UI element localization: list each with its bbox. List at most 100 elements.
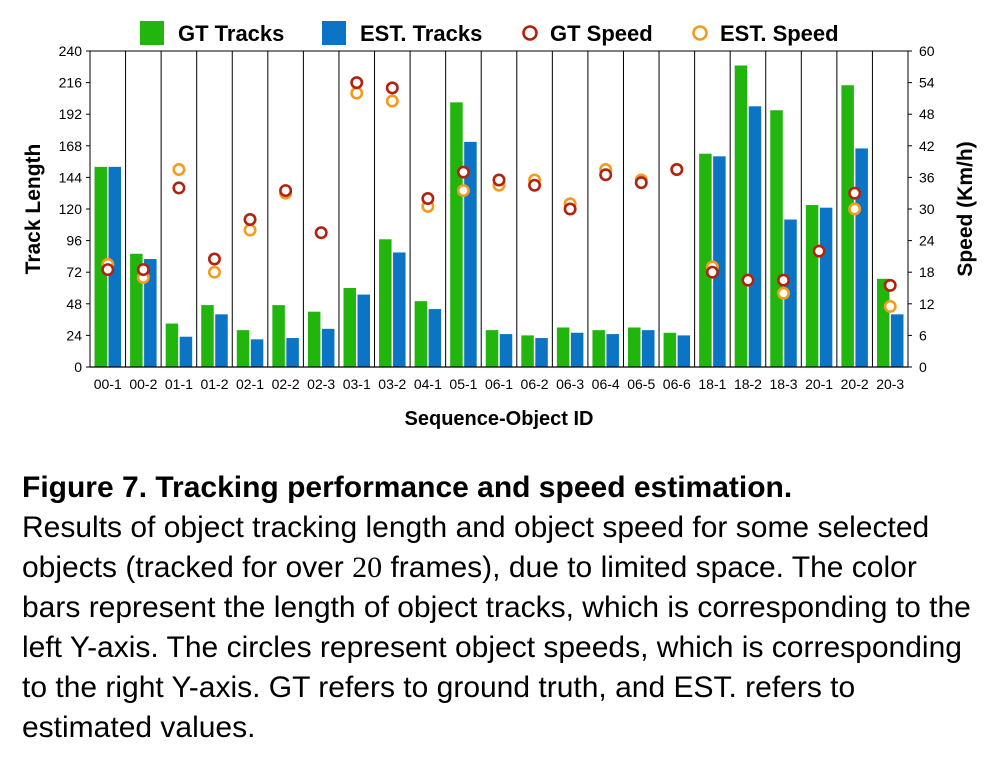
y-tick-label: 240 (59, 43, 83, 59)
speed-marker (456, 184, 470, 198)
bar (499, 334, 513, 367)
x-tick-label: 18-1 (698, 376, 726, 392)
speed-marker (670, 163, 684, 177)
bar (414, 301, 428, 367)
legend-marker (692, 25, 708, 41)
speed-marker (385, 94, 399, 108)
x-tick-label: 04-1 (414, 376, 442, 392)
bar (677, 335, 691, 367)
bar (286, 338, 299, 367)
speed-marker (243, 223, 257, 237)
bar (307, 311, 321, 367)
legend-label: EST. Tracks (360, 21, 482, 46)
x-tick-label: 03-1 (343, 376, 371, 392)
x-tick-label: 06-5 (627, 376, 655, 392)
bar (485, 330, 499, 367)
y2-tick-label: 36 (919, 169, 935, 185)
bar (876, 278, 890, 367)
caption-body: Results of object tracking length and ob… (22, 508, 982, 748)
legend: GT Tracks EST. Tracks GT Speed EST. Speed (140, 21, 839, 46)
x-tick-label: 06-4 (592, 376, 620, 392)
bar (393, 252, 406, 367)
x-tick-label: 01-1 (165, 376, 193, 392)
bar (770, 110, 783, 367)
y-tick-label: 168 (59, 138, 83, 154)
y2-tick-label: 0 (919, 359, 927, 375)
x-tick-label: 18-3 (770, 376, 798, 392)
bar (819, 207, 833, 367)
x-tick-label: 20-3 (876, 376, 904, 392)
x-tick-label: 06-2 (521, 376, 549, 392)
legend-label: GT Tracks (178, 21, 284, 46)
y2-tick-label: 24 (919, 233, 935, 249)
bar (464, 141, 477, 367)
x-tick-label: 06-3 (556, 376, 584, 392)
y-tick-label: 192 (59, 106, 83, 122)
x-tick-label: 18-2 (734, 376, 762, 392)
figure-caption: Figure 7. Tracking performance and speed… (22, 468, 982, 748)
bar-layer (94, 65, 904, 368)
speed-marker (207, 265, 221, 279)
bar (201, 305, 214, 367)
y-axis-title: Track Length (22, 144, 45, 275)
speed-marker (492, 173, 506, 187)
speed-marker (883, 299, 897, 313)
bar (642, 330, 655, 367)
speed-marker (350, 86, 364, 100)
caption-frame-count: 20 (352, 551, 383, 584)
bar (855, 148, 868, 367)
legend-swatch (140, 21, 164, 45)
y-tick-label: 0 (74, 359, 82, 375)
x-tick-label: 01-2 (200, 376, 228, 392)
speed-marker (741, 273, 755, 287)
speed-marker (136, 263, 150, 277)
y2-tick-label: 18 (919, 264, 935, 280)
x-tick-label: 20-2 (841, 376, 869, 392)
bar (606, 334, 619, 367)
bar (570, 332, 584, 367)
bar (784, 219, 797, 367)
legend-marker (522, 25, 538, 41)
bar (734, 65, 748, 367)
speed-marker (243, 213, 257, 227)
speed-marker (385, 81, 399, 95)
bar (450, 102, 463, 367)
y-tick-label: 24 (66, 327, 82, 343)
speed-marker (350, 76, 364, 90)
y2-tick-label: 54 (919, 75, 935, 91)
bar (699, 153, 712, 367)
circle-layer (101, 76, 897, 313)
y2-tick-label: 48 (919, 106, 935, 122)
speed-marker (883, 278, 897, 292)
bar (379, 239, 392, 367)
bar (165, 323, 179, 367)
speed-marker (421, 191, 435, 205)
caption-title: Figure 7. Tracking performance and speed… (22, 471, 793, 504)
bar (805, 205, 819, 367)
bar (663, 332, 677, 367)
x-tick-label: 02-3 (307, 376, 335, 392)
y2-tick-label: 12 (919, 296, 935, 312)
y2-axis-title: Speed (Km/h) (954, 141, 977, 276)
bar (236, 330, 250, 367)
speed-marker (848, 186, 862, 200)
x-tick-label: 06-6 (663, 376, 691, 392)
caption-body-start: Results of object tracking length and ob… (22, 511, 930, 584)
x-tick-label: 03-2 (378, 376, 406, 392)
axis-layer: 0 24 48 72 96 120 144 168 192 216 240 0 6 12 18 24 30 36 4… (22, 43, 977, 430)
bar (748, 106, 762, 368)
speed-marker (705, 265, 719, 279)
speed-marker (172, 181, 186, 195)
bar (144, 259, 157, 367)
x-tick-label: 20-1 (805, 376, 833, 392)
bar (535, 338, 548, 367)
bar (215, 314, 228, 367)
bar (521, 335, 534, 367)
y-tick-label: 216 (59, 75, 83, 91)
y-tick-label: 96 (66, 233, 82, 249)
bar (94, 166, 108, 367)
bar (357, 294, 370, 367)
y2-tick-label: 60 (919, 43, 935, 59)
x-tick-label: 02-1 (236, 376, 264, 392)
bar (628, 327, 641, 367)
